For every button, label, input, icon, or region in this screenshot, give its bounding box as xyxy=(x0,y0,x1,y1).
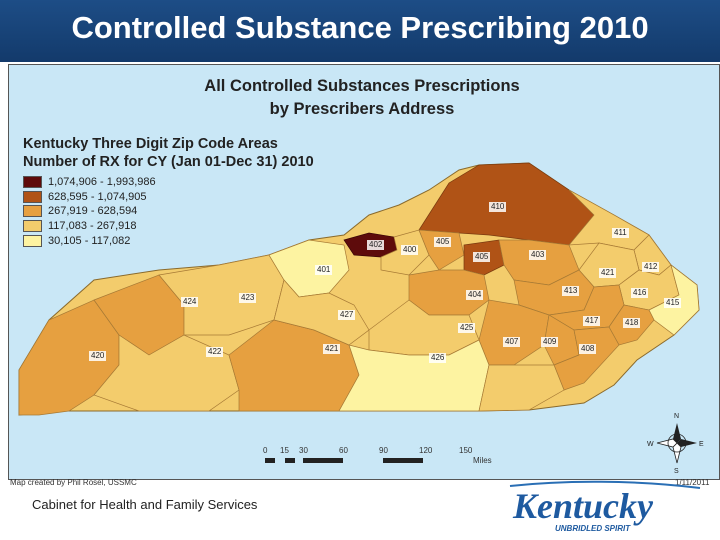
map-title-line1: All Controlled Substances Prescriptions xyxy=(204,77,520,95)
logo-wordmark: Kentucky xyxy=(512,486,654,526)
legend-item: 117,083 - 267,918 xyxy=(23,219,156,234)
logo-tagline: UNBRIDLED SPIRIT xyxy=(555,524,631,533)
zone-label: 401 xyxy=(315,265,333,275)
legend-label: 30,105 - 117,082 xyxy=(48,234,131,247)
zone-label: 405 xyxy=(473,252,491,262)
scale-tick: 60 xyxy=(339,446,348,455)
legend-label: 117,083 - 267,918 xyxy=(48,220,137,233)
zone-label: 423 xyxy=(239,293,257,303)
zone-label: 400 xyxy=(401,245,419,255)
scale-segment xyxy=(265,458,275,463)
slide-title: Controlled Substance Prescribing 2010 xyxy=(71,10,649,45)
map-date: 1/11/2011 xyxy=(675,478,710,487)
compass-w: W xyxy=(647,441,654,448)
scale-tick: 90 xyxy=(379,446,388,455)
zone-label: 407 xyxy=(503,337,521,347)
legend-title-line1: Kentucky Three Digit Zip Code Areas xyxy=(23,136,278,152)
legend-label: 1,074,906 - 1,993,986 xyxy=(48,176,156,189)
zone-label: 409 xyxy=(541,337,559,347)
legend-swatch xyxy=(23,234,42,247)
zone-label: 426 xyxy=(429,353,447,363)
zone-label: 420 xyxy=(89,351,107,361)
zone-label: 418 xyxy=(623,318,641,328)
footer-text: Cabinet for Health and Family Services xyxy=(32,497,258,512)
zone-label: 421 xyxy=(599,268,617,278)
legend-swatch xyxy=(23,205,42,218)
region-440-south xyxy=(478,364,565,412)
zone-label: 422 xyxy=(206,347,224,357)
legend-swatch xyxy=(23,220,42,233)
legend-title-line2: Number of RX for CY (Jan 01-Dec 31) 2010 xyxy=(23,154,314,170)
scale-unit: Miles xyxy=(473,456,492,465)
legend-item: 628,595 - 1,074,905 xyxy=(23,190,156,205)
map-title-line2: by Prescribers Address xyxy=(269,100,455,118)
map-title: All Controlled Substances Prescriptions … xyxy=(9,75,715,121)
scale-tick: 150 xyxy=(459,446,473,455)
zone-label: 408 xyxy=(579,344,597,354)
title-bar: Controlled Substance Prescribing 2010 xyxy=(0,0,720,62)
zone-label: 413 xyxy=(562,286,580,296)
zone-label: 424 xyxy=(181,297,199,307)
zone-label: 410 xyxy=(489,202,507,212)
compass-rose-icon: N S E W xyxy=(647,413,704,475)
legend-item: 1,074,906 - 1,993,986 xyxy=(23,175,156,190)
compass-e: E xyxy=(699,441,704,448)
map-credit: Map created by Phil Rosel, USSMC xyxy=(10,478,137,487)
scale-segment xyxy=(303,458,343,463)
region-405-north xyxy=(418,229,465,271)
legend-swatch xyxy=(23,190,42,203)
compass-n: N xyxy=(674,413,679,420)
scale-tick: 0 xyxy=(263,446,268,455)
scale-segment xyxy=(285,458,295,463)
region-422 xyxy=(93,334,240,412)
zone-label: 405 xyxy=(434,237,452,247)
legend-item: 30,105 - 117,082 xyxy=(23,233,156,248)
zone-label: 421 xyxy=(323,344,341,354)
zone-label: 416 xyxy=(631,288,649,298)
zone-label: 403 xyxy=(529,250,547,260)
zone-label: 427 xyxy=(338,310,356,320)
legend-label: 628,595 - 1,074,905 xyxy=(48,190,147,203)
zone-label: 417 xyxy=(583,316,601,326)
region-408 xyxy=(553,326,620,391)
zone-label: 411 xyxy=(612,228,629,238)
zone-label: 415 xyxy=(664,298,682,308)
kentucky-logo: Kentucky UNBRIDLED SPIRIT xyxy=(509,480,701,533)
compass-s: S xyxy=(674,468,679,475)
legend-item: 267,919 - 628,594 xyxy=(23,204,156,219)
scale-segment xyxy=(383,458,423,463)
legend-swatch xyxy=(23,176,42,189)
legend-label: 267,919 - 628,594 xyxy=(48,205,138,218)
scale-tick: 30 xyxy=(299,446,308,455)
map-frame: N S E W All Controlled Substances Prescr… xyxy=(8,64,720,480)
scale-tick: 120 xyxy=(419,446,433,455)
legend: 1,074,906 - 1,993,986 628,595 - 1,074,90… xyxy=(23,175,156,248)
zone-label: 402 xyxy=(367,240,385,250)
zone-label: 404 xyxy=(466,290,484,300)
zone-label: 425 xyxy=(458,323,476,333)
scale-tick: 15 xyxy=(280,446,289,455)
zone-label: 412 xyxy=(642,262,660,272)
legend-title: Kentucky Three Digit Zip Code Areas Numb… xyxy=(23,135,314,171)
